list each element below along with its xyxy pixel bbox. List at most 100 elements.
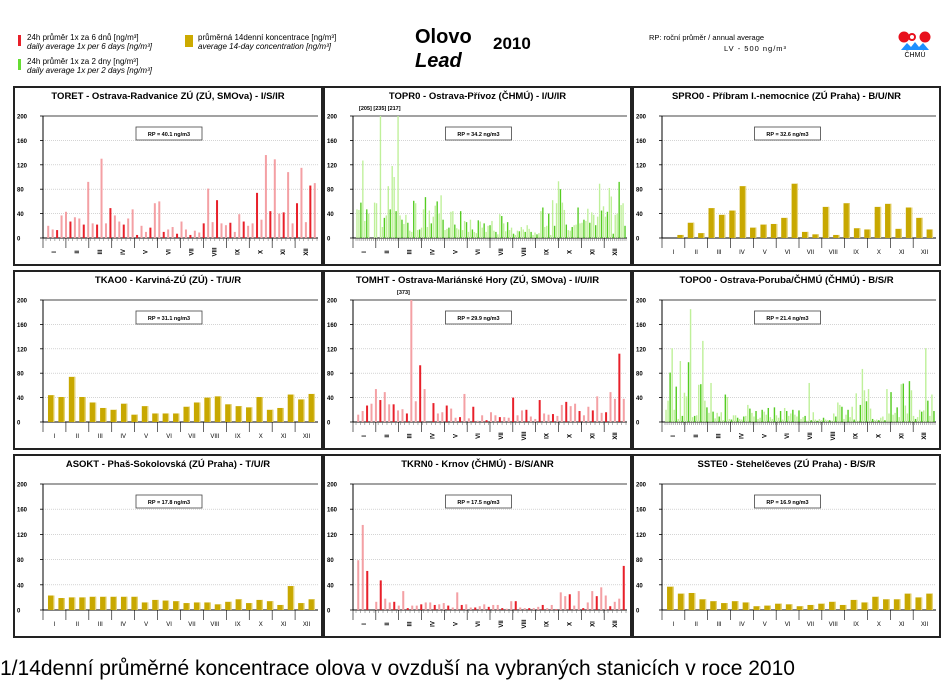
bar [864, 229, 871, 238]
x-month-label: XI [281, 434, 287, 440]
bar [710, 601, 717, 610]
bar [801, 231, 809, 238]
x-month-label: VII [499, 432, 505, 440]
bar [405, 413, 408, 422]
bar [518, 231, 521, 238]
bar [520, 410, 523, 422]
bar [516, 415, 519, 422]
bar [559, 592, 562, 610]
bar [906, 413, 909, 422]
bar [465, 222, 468, 238]
bar [671, 348, 673, 422]
bar [110, 596, 117, 610]
y-tick-label: 120 [327, 347, 338, 353]
bar [492, 604, 495, 610]
x-month-label: XI [281, 249, 287, 255]
bar [730, 419, 733, 422]
bar-highlight [147, 406, 149, 422]
legend-swatch-green [18, 59, 21, 70]
bar [520, 227, 523, 238]
bar [896, 407, 898, 422]
bar-highlight [672, 586, 674, 610]
bar [880, 417, 882, 422]
bar [87, 181, 90, 238]
bar [269, 211, 272, 238]
bar [667, 400, 669, 422]
y-tick-label: 160 [17, 323, 28, 329]
chart-svg: TKAO0 - Karviná-ZÚ (ZÚ) - T/U/R 0 40 80 120 1… [17, 274, 318, 440]
bar [667, 586, 674, 610]
bar [729, 210, 736, 238]
bar [487, 606, 490, 610]
chart-title: TOPO0 - Ostrava-Poruba/ČHMÚ (ČHMÚ) - B/S… [679, 274, 893, 286]
chart-svg: TOPO0 - Ostrava-Poruba/ČHMÚ (ČHMÚ) - B/S… [636, 274, 936, 441]
bar [839, 404, 841, 422]
bar [714, 418, 716, 422]
bar [100, 596, 107, 610]
bar [193, 230, 196, 238]
x-month-label: X [259, 622, 263, 628]
bar [474, 607, 477, 610]
bar [551, 200, 554, 238]
y-tick-label: 80 [17, 372, 24, 378]
bar [375, 203, 378, 238]
bar [120, 596, 128, 610]
bar [153, 203, 156, 238]
bar [665, 409, 667, 422]
x-month-label: I [52, 251, 58, 253]
bar [414, 401, 417, 422]
bar [818, 603, 825, 610]
bar [379, 400, 382, 422]
x-month-label: XI [899, 433, 905, 439]
bar [904, 593, 912, 610]
x-month-label: III [98, 622, 103, 628]
bar [216, 200, 219, 238]
x-month-label: VIII [522, 247, 528, 256]
x-month-label: VII [499, 248, 505, 256]
bar [450, 211, 452, 238]
bar-highlight [845, 604, 847, 610]
bar [516, 230, 519, 238]
bar [266, 601, 274, 610]
bar [824, 419, 827, 422]
bar [256, 599, 263, 610]
x-month-label: XI [590, 621, 596, 627]
bar [759, 417, 761, 422]
bar [726, 396, 729, 422]
bar-highlight [282, 604, 284, 610]
bar [608, 187, 611, 238]
bar [459, 417, 462, 422]
bar [366, 405, 369, 422]
bar [687, 362, 690, 422]
bar [567, 230, 569, 238]
x-month-label: XII [304, 248, 310, 256]
x-month-label: II [385, 250, 391, 254]
bar [541, 604, 544, 610]
bar [441, 412, 444, 422]
bar [499, 214, 501, 238]
bar-highlight [802, 606, 804, 610]
y-tick-label: 0 [636, 237, 640, 243]
bar [904, 405, 907, 422]
bar-highlight [74, 597, 76, 610]
rp-value-label: RP = 16.9 ng/m3 [766, 500, 808, 506]
y-tick-label: 160 [636, 323, 647, 329]
x-month-label: XII [921, 250, 929, 256]
x-month-label: XII [613, 432, 619, 440]
bar [162, 600, 170, 610]
bar [393, 601, 396, 610]
x-month-label: VIII [210, 434, 219, 440]
bar [438, 604, 441, 610]
bar [822, 417, 825, 422]
bar [884, 420, 886, 422]
bar [308, 393, 316, 422]
bar [465, 604, 468, 610]
bar [104, 223, 107, 238]
chart-title: TORET - Ostrava-Radvanice ZÚ (ZÚ, SMOva)… [51, 90, 284, 102]
bar [583, 219, 585, 238]
bar-highlight [126, 596, 128, 610]
bar [577, 207, 579, 238]
y-tick-label: 200 [17, 299, 28, 305]
bar [204, 602, 211, 610]
bar [409, 230, 411, 238]
